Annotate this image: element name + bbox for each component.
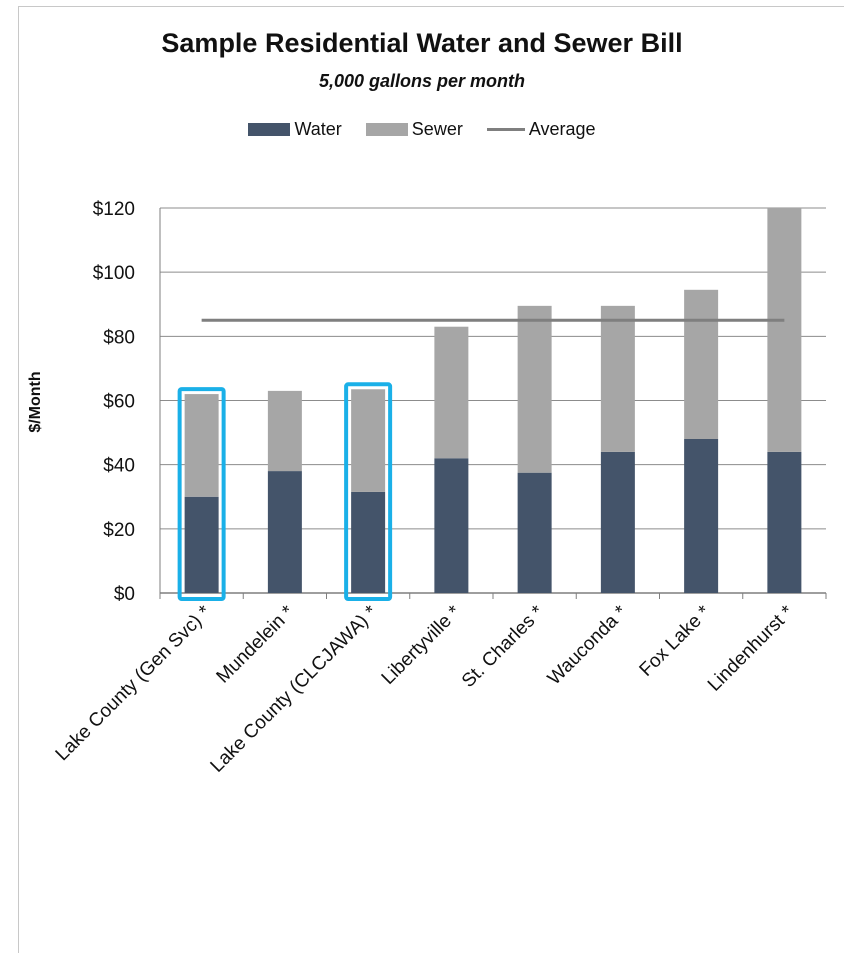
y-tick-label: $40 bbox=[103, 456, 135, 477]
bar-sewer bbox=[517, 305, 552, 473]
chart-title: Sample Residential Water and Sewer Bill bbox=[161, 28, 683, 58]
x-tick-label: Mundelein * bbox=[213, 601, 299, 687]
bar-sewer bbox=[351, 389, 386, 492]
x-tick-label: St. Charles * bbox=[458, 601, 549, 692]
highlight-box bbox=[177, 387, 226, 602]
x-tick-label: Lindenhurst * bbox=[704, 601, 798, 695]
legend-swatch-sewer bbox=[365, 123, 408, 136]
bar-sewer bbox=[434, 326, 469, 459]
x-tick-label: Wauconda * bbox=[544, 601, 632, 689]
x-tick-label: Lake County (Gen Svc) * bbox=[52, 601, 216, 765]
legend-label-water: Water bbox=[294, 119, 342, 139]
bar-water bbox=[600, 451, 635, 593]
bar-water bbox=[767, 451, 802, 593]
chart-subtitle: 5,000 gallons per month bbox=[318, 71, 526, 91]
bar-water bbox=[184, 496, 219, 593]
y-tick-label: $100 bbox=[93, 263, 135, 284]
bar-water bbox=[434, 458, 469, 593]
legend-label-sewer: Sewer bbox=[411, 119, 463, 139]
y-tick-label: $80 bbox=[103, 327, 135, 348]
bar-sewer bbox=[684, 289, 719, 439]
x-tick-label: Libertyville * bbox=[378, 601, 466, 689]
x-tick-label: Lake County (CLCJAWA) * bbox=[207, 601, 383, 777]
bar-water bbox=[684, 439, 719, 593]
bar-sewer bbox=[600, 305, 635, 452]
legend-item-water: Water bbox=[248, 119, 342, 140]
chart-legend: Water Sewer Average bbox=[0, 119, 844, 140]
bar-sewer bbox=[767, 208, 802, 452]
bar-water bbox=[351, 491, 386, 593]
legend-item-average: Average bbox=[486, 119, 596, 140]
y-tick-label: $20 bbox=[103, 520, 135, 541]
legend-swatch-water bbox=[248, 123, 291, 136]
bar-sewer bbox=[184, 394, 219, 497]
bar-water bbox=[267, 471, 302, 593]
bar-water bbox=[517, 472, 552, 593]
legend-swatch-average bbox=[486, 128, 525, 131]
legend-label-average: Average bbox=[528, 119, 596, 139]
y-tick-label: $0 bbox=[114, 584, 135, 605]
highlight-box bbox=[344, 382, 393, 602]
y-tick-label: $120 bbox=[93, 199, 135, 220]
legend-item-sewer: Sewer bbox=[365, 119, 463, 140]
y-tick-label: $60 bbox=[103, 392, 135, 413]
bar-sewer bbox=[267, 390, 302, 472]
x-tick-label: Fox Lake * bbox=[636, 601, 716, 681]
